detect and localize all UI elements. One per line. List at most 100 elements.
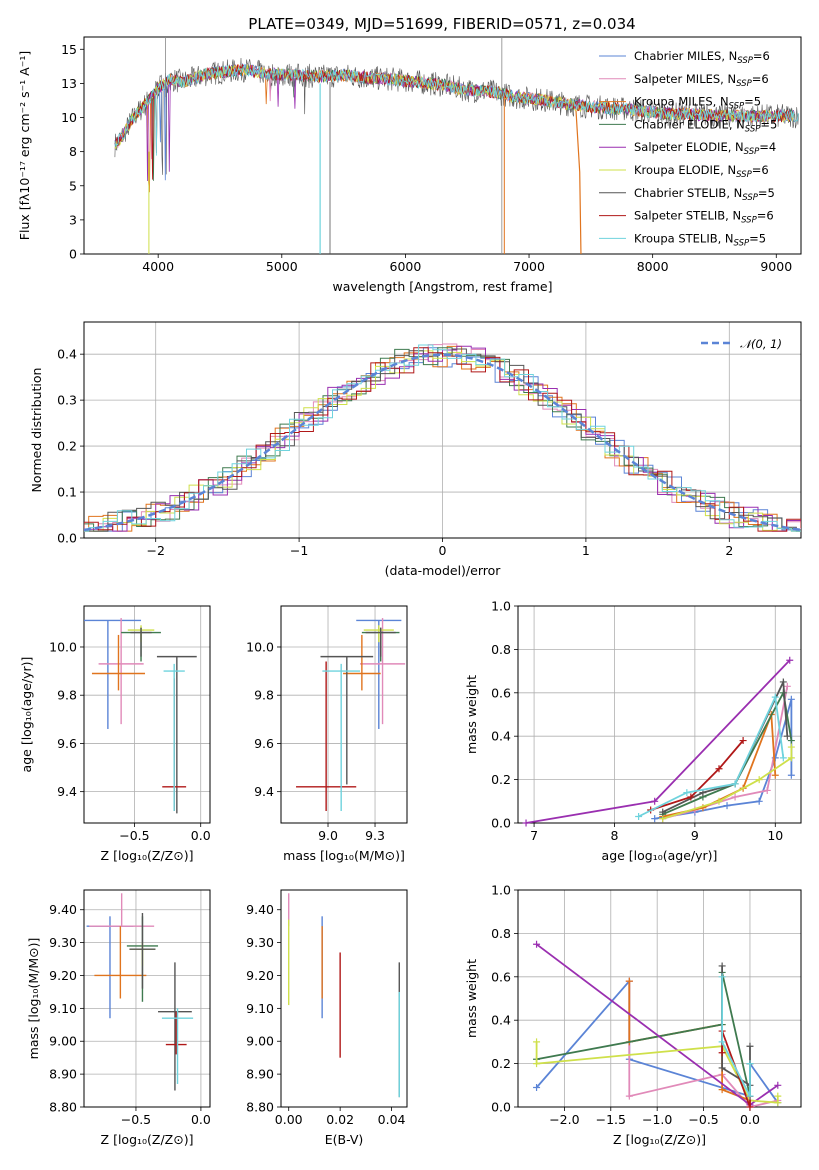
- spectrum-legend-label: Kroupa MILES, NSSP=5: [634, 95, 761, 112]
- massweight-vs-Z-axes: −2.0 −1.5 −1.0 −0.5 0.0 0.0 0.2 0.4 0.6 0.8 1.0 Z […: [464, 883, 802, 1147]
- massweight-vs-age-series-marker: [755, 797, 763, 805]
- age-vs-mass-xlabel: mass [log₁₀(M/M⊙)]: [283, 848, 405, 863]
- massweight-vs-age-frame: [517, 605, 802, 824]
- massweight-vs-age-series-marker: [635, 812, 643, 820]
- massweight-vs-Z-series-marker: [533, 1083, 541, 1091]
- massweight-vs-age-series-line-7: [650, 739, 744, 811]
- massweight-vs-age-ytick-label: 0.2: [491, 772, 511, 787]
- age-vs-mass-ytick-label: 9.8: [254, 688, 274, 703]
- massweight-vs-age-axes: 7 8 9 10 0.0 0.2 0.4 0.6 0.8 1.0 age [log₁₀(age/yr…: [464, 599, 802, 863]
- age-vs-Z-axes: −0.5 0.0 9.4 9.6 9.8 10.0 Z [log₁₀(Z/Z⊙)] age […: [19, 605, 211, 863]
- mass-vs-Z-ytick-label: 9.00: [49, 1034, 77, 1049]
- spectrum-legend-label: Salpeter MILES, NSSP=6: [634, 72, 769, 89]
- massweight-vs-age-series-marker: [771, 693, 779, 701]
- massweight-vs-age-ytick-label: 0.4: [491, 729, 511, 744]
- residuals-xtick-label: 0: [439, 543, 447, 558]
- massweight-vs-Z-series-marker: [746, 1103, 754, 1111]
- mass-vs-Z-xtick-label: 0.0: [191, 1112, 211, 1127]
- residuals-ytick-label: 0.3: [57, 393, 77, 408]
- massweight-vs-age-series-marker: [771, 771, 779, 779]
- massweight-vs-age-series-marker: [731, 793, 739, 801]
- massweight-vs-age-series-marker: [659, 808, 667, 816]
- residuals-ytick-label: 0.2: [57, 439, 77, 454]
- massweight-vs-age-ytick-label: 1.0: [491, 599, 511, 614]
- spectrum-legend-label: Salpeter ELODIE, NSSP=4: [634, 140, 776, 157]
- age-vs-Z-ytick-label: 9.6: [57, 736, 77, 751]
- age-vs-mass-points: [296, 618, 406, 811]
- spectrum-legend-label: Salpeter STELIB, NSSP=6: [634, 209, 774, 226]
- mass-vs-Z-ytick-label: 8.80: [49, 1100, 77, 1115]
- mass-vs-EBV-xtick-label: 0.00: [275, 1112, 303, 1127]
- spectrum-legend-label: Kroupa STELIB, NSSP=5: [634, 231, 766, 248]
- massweight-vs-age-xtick-label: 7: [530, 828, 538, 843]
- massweight-vs-Z-ytick-label: 0.2: [491, 1056, 511, 1071]
- massweight-vs-age-series-marker: [723, 802, 731, 810]
- spectrum-ytick-label: 13: [61, 76, 77, 91]
- residuals-legend-label: 𝒩(0, 1): [740, 337, 782, 351]
- age-vs-mass-ytick-label: 10.0: [246, 639, 274, 654]
- mass-vs-EBV-ytick-label: 9.40: [246, 902, 274, 917]
- massweight-vs-age-series-marker: [787, 743, 795, 751]
- mass-vs-Z-xtick-label: −0.5: [121, 1112, 151, 1127]
- age-vs-mass-frame: [280, 605, 408, 824]
- residuals-xlabel: (data-model)/error: [385, 563, 502, 578]
- massweight-vs-Z-series-marker: [625, 1092, 633, 1100]
- spectrum-axes: 4000 5000 6000 7000 8000 9000 0 3 5 8 10 13 15 wavele…: [17, 36, 802, 294]
- spectrum-ylabel: Flux [fλ10⁻¹⁷ erg cm⁻² s⁻¹ A⁻¹]: [17, 51, 32, 240]
- mass-vs-Z-ylabel: mass [log₁₀(M/M⊙)]: [26, 938, 41, 1060]
- age-vs-mass-ytick-label: 9.4: [254, 784, 274, 799]
- massweight-vs-age-series-marker: [651, 815, 659, 823]
- massweight-vs-age-series-marker: [779, 678, 787, 686]
- massweight-vs-Z-series-marker: [746, 1060, 754, 1068]
- massweight-vs-Z-xtick-label: −0.5: [688, 1112, 718, 1127]
- figure-title: PLATE=0349, MJD=51699, FIBERID=0571, z=0…: [248, 15, 635, 33]
- mass-vs-EBV-xtick-label: 0.02: [326, 1112, 354, 1127]
- massweight-vs-age-series-marker: [755, 776, 763, 784]
- age-vs-Z-ytick-label: 10.0: [49, 639, 77, 654]
- mass-vs-Z-ytick-label: 9.10: [49, 1001, 77, 1016]
- age-vs-mass-xtick-label: 9.3: [365, 828, 385, 843]
- mass-vs-EBV-ytick-label: 9.20: [246, 968, 274, 983]
- spectrum-xtick-label: 8000: [637, 259, 669, 274]
- massweight-vs-Z-series-marker: [718, 962, 726, 970]
- massweight-vs-age-series-marker: [783, 732, 791, 740]
- massweight-vs-Z-series-marker: [533, 1038, 541, 1046]
- residuals-ytick-label: 0.1: [57, 485, 77, 500]
- massweight-vs-age-xtick-label: 9: [691, 828, 699, 843]
- residuals-xtick-label: −2: [146, 543, 164, 558]
- massweight-vs-age-ytick-label: 0.6: [491, 685, 511, 700]
- massweight-vs-age-xtick-label: 8: [611, 828, 619, 843]
- massweight-vs-age-series-marker: [683, 789, 691, 797]
- spectrum-legend-label: Chabrier STELIB, NSSP=5: [634, 186, 775, 203]
- spectrum-legend-label: Chabrier MILES, NSSP=6: [634, 49, 770, 66]
- massweight-vs-Z-ytick-label: 0.0: [491, 1100, 511, 1115]
- mass-vs-Z-points: [86, 893, 194, 1091]
- massweight-vs-Z-xtick-label: −2.0: [549, 1112, 579, 1127]
- massweight-vs-age-series-marker: [739, 737, 747, 745]
- massweight-vs-age-series-marker: [787, 737, 795, 745]
- massweight-vs-Z-series-marker: [718, 1064, 726, 1072]
- age-vs-mass-xtick-label: 9.0: [318, 828, 338, 843]
- massweight-vs-Z-series-marker: [625, 977, 633, 985]
- mass-vs-EBV-ytick-label: 9.10: [246, 1001, 274, 1016]
- massweight-vs-age-series-marker: [659, 815, 667, 823]
- massweight-vs-age-series-marker: [731, 780, 739, 788]
- massweight-vs-Z-xtick-label: 0.0: [740, 1112, 760, 1127]
- massweight-vs-Z-series-marker: [746, 1042, 754, 1050]
- massweight-vs-age-series: [522, 656, 795, 827]
- age-vs-Z-points: [84, 618, 197, 814]
- massweight-vs-Z-ytick-label: 1.0: [491, 883, 511, 898]
- residuals-gaussian-curve: [84, 353, 801, 532]
- residuals-histograms: [84, 343, 801, 532]
- massweight-vs-age-series-marker: [687, 793, 695, 801]
- residuals-xtick-label: 1: [582, 543, 590, 558]
- massweight-vs-age-series-marker: [787, 754, 795, 762]
- age-vs-Z-xtick-label: 0.0: [191, 828, 211, 843]
- age-vs-mass-ytick-label: 9.6: [254, 736, 274, 751]
- mass-vs-Z-xlabel: Z [log₁₀(Z/Z⊙)]: [101, 1132, 194, 1147]
- massweight-vs-age-ytick-label: 0.8: [491, 642, 511, 657]
- age-vs-Z-ytick-label: 9.4: [57, 784, 77, 799]
- massweight-vs-age-series-marker: [786, 656, 794, 664]
- spectrum-legend: Chabrier MILES, NSSP=6 Salpeter MILES, NS…: [599, 49, 777, 248]
